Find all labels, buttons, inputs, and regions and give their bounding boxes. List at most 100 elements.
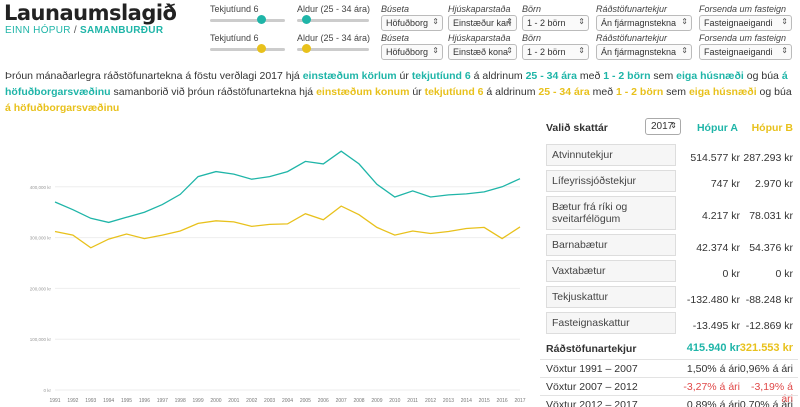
breakdown-table: Valið skattár 2017 ⇕ Hópur A Hópur B Atvi… [540,116,798,407]
decile-track-b[interactable] [210,48,285,51]
x-tick-label: 2017 [514,398,525,404]
table-row: Fasteignaskattur -13.495 kr -12.869 kr [540,312,798,334]
decile-slider-a[interactable]: Tekjutíund 6 [210,4,285,24]
age-track-b[interactable] [297,48,369,51]
row-value-b: 78.031 kr [749,210,793,222]
total-value-a: 415.940 kr [686,342,740,354]
row-value-a: 0 kr [722,268,740,280]
chevron-updown-icon: ⇕ [506,17,513,26]
age-label-b: Aldur (25 - 34 ára) [297,33,371,43]
x-tick-label: 2001 [228,398,239,404]
income-type-select-a[interactable]: Ráðstöfunartekjur Án fjármagnstekna ⇕ [596,4,692,31]
x-tick-label: 2008 [353,398,364,404]
marital-dropdown-a[interactable]: Einstæður karl ⇕ [448,15,517,31]
x-tick-label: 2016 [497,398,508,404]
income-type-label-b: Ráðstöfunartekjur [596,33,668,43]
marital-select-a[interactable]: Hjúskaparstaða Einstæður karl ⇕ [448,4,517,31]
row-value-b: 54.376 kr [749,242,793,254]
row-label: Vaxtabætur [546,260,676,282]
income-type-dropdown-b[interactable]: Án fjármagnstekna ⇕ [596,44,692,60]
income-type-select-b[interactable]: Ráðstöfunartekjur Án fjármagnstekna ⇕ [596,33,692,60]
property-select-b[interactable]: Forsenda um fasteign Fasteignaeigandi ⇕ [699,33,792,60]
row-label: Lífeyrissjóðstekjur [546,170,676,192]
decile-label-b: Tekjutíund 6 [210,33,259,43]
chevron-updown-icon: ⇕ [432,46,439,55]
tab-separator: / [70,25,81,36]
children-select-b[interactable]: Börn 1 - 2 börn ⇕ [522,33,589,60]
property-select-a[interactable]: Forsenda um fasteign Fasteignaeigandi ⇕ [699,4,792,31]
growth-value-b: 0,70% á ári [739,399,793,407]
total-value-b: 321.553 kr [739,342,793,354]
age-handle-a[interactable] [302,15,311,24]
income-type-dropdown-a[interactable]: Án fjármagnstekna ⇕ [596,15,692,31]
property-dropdown-b[interactable]: Fasteignaeigandi ⇕ [699,44,792,60]
x-tick-label: 2006 [318,398,329,404]
x-tick-label: 2013 [443,398,454,404]
row-value-b: 287.293 kr [743,152,793,164]
tax-year-select[interactable]: 2017 ⇕ [645,118,681,135]
age-label-a: Aldur (25 - 34 ára) [297,4,371,14]
residence-select-b[interactable]: Búseta Höfuðborg ⇕ [381,33,443,60]
row-label: Tekjuskattur [546,286,676,308]
age-slider-b[interactable]: Aldur (25 - 34 ára) [297,33,371,53]
row-label: Bætur frá ríki og sveitarfélögum [546,196,676,230]
x-tick-label: 1995 [121,398,132,404]
tax-year-label: Valið skattár [546,122,608,134]
decile-handle-b[interactable] [257,44,266,53]
x-tick-label: 1999 [193,398,204,404]
age-handle-b[interactable] [302,44,311,53]
residence-dropdown-a[interactable]: Höfuðborg ⇕ [381,15,443,31]
x-tick-label: 2010 [389,398,400,404]
property-label-a: Forsenda um fasteign [699,4,787,14]
income-type-label-a: Ráðstöfunartekjur [596,4,668,14]
marital-dropdown-b[interactable]: Einstæð kona ⇕ [448,44,517,60]
table-row: Lífeyrissjóðstekjur 747 kr 2.970 kr [540,170,798,192]
age-track-a[interactable] [297,19,369,22]
total-row: Ráðstöfunartekjur 415.940 kr 321.553 kr [540,341,798,359]
row-value-b: -12.869 kr [745,320,793,332]
row-value-a: -13.495 kr [692,320,740,332]
y-tick-label: 400,000 kr [30,185,52,190]
table-row: Bætur frá ríki og sveitarfélögum 4.217 kr… [540,196,798,230]
column-header-b: Hópur B [751,122,793,134]
decile-label-a: Tekjutíund 6 [210,4,259,14]
column-header-a: Hópur A [696,122,738,134]
table-header: Valið skattár 2017 ⇕ Hópur A Hópur B [540,116,798,140]
decile-slider-b[interactable]: Tekjutíund 6 [210,33,285,53]
residence-select-a[interactable]: Búseta Höfuðborg ⇕ [381,4,443,31]
decile-handle-a[interactable] [257,15,266,24]
x-tick-label: 2003 [264,398,275,404]
row-value-a: 42.374 kr [696,242,740,254]
row-value-a: 747 kr [710,178,740,190]
growth-row: Vöxtur 2012 – 2017 0,89% á ári 0,70% á ári [540,395,798,407]
chevron-updown-icon: ⇕ [670,121,677,130]
growth-value-b: 0,96% á ári [739,363,793,375]
income-line-chart: 0 kr 100,000 kr 200,000 kr 300,000 kr 400,00… [30,150,526,404]
series-line-a [54,150,521,224]
children-dropdown-b[interactable]: 1 - 2 börn ⇕ [522,44,589,60]
age-slider-a[interactable]: Aldur (25 - 34 ára) [297,4,371,24]
x-tick-label: 2000 [210,398,221,404]
property-label-b: Forsenda um fasteign [699,33,787,43]
chevron-updown-icon: ⇕ [781,17,788,26]
children-select-a[interactable]: Börn 1 - 2 börn ⇕ [522,4,589,31]
residence-dropdown-b[interactable]: Höfuðborg ⇕ [381,44,443,60]
growth-value-a: -3,27% á ári [683,381,740,393]
decile-track-a[interactable] [210,19,285,22]
marital-select-b[interactable]: Hjúskaparstaða Einstæð kona ⇕ [448,33,517,60]
tab-comparison[interactable]: SAMANBURÐUR [80,25,164,36]
x-tick-label: 2011 [407,398,418,404]
x-tick-label: 1993 [85,398,96,404]
x-tick-label: 2009 [371,398,382,404]
tab-single-group[interactable]: EINN HÓPUR [5,25,71,36]
x-tick-label: 1992 [67,398,78,404]
property-dropdown-a[interactable]: Fasteignaeigandi ⇕ [699,15,792,31]
chevron-updown-icon: ⇕ [432,17,439,26]
row-label: Fasteignaskattur [546,312,676,334]
children-label-b: Börn [522,33,542,43]
table-row: Atvinnutekjur 514.577 kr 287.293 kr [540,144,798,166]
growth-value-b: -3,19% á ári [750,381,793,405]
x-tick-label: 2005 [300,398,311,404]
chevron-updown-icon: ⇕ [781,46,788,55]
children-dropdown-a[interactable]: 1 - 2 börn ⇕ [522,15,589,31]
